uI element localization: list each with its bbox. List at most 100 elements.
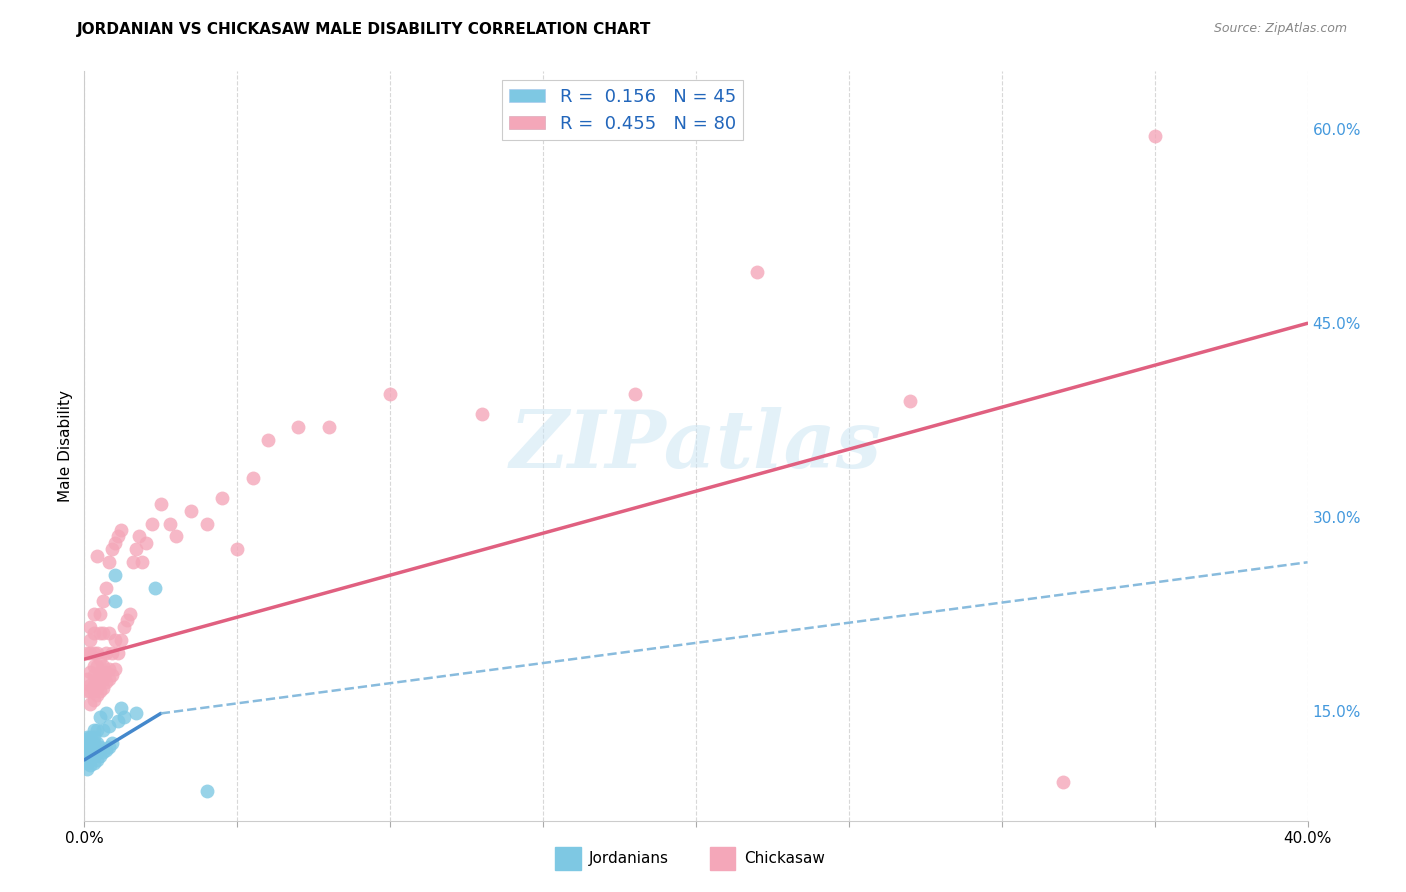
Point xyxy=(76,756,98,770)
Point xyxy=(101,736,124,750)
Point xyxy=(94,665,117,679)
Point xyxy=(141,516,163,531)
Point xyxy=(242,471,264,485)
Point xyxy=(226,542,249,557)
Point xyxy=(131,555,153,569)
Point xyxy=(318,419,340,434)
Point xyxy=(97,555,120,569)
Point xyxy=(76,749,98,764)
Point xyxy=(94,581,117,595)
Point xyxy=(122,555,145,569)
Point xyxy=(79,698,101,712)
Point xyxy=(86,736,108,750)
Point xyxy=(135,536,157,550)
Point xyxy=(110,523,132,537)
Point xyxy=(91,681,114,695)
Point xyxy=(112,620,135,634)
Point xyxy=(79,632,101,647)
Point xyxy=(104,594,127,608)
Point xyxy=(79,753,101,767)
Point xyxy=(91,658,114,673)
Point xyxy=(89,684,111,698)
Point xyxy=(110,632,132,647)
Point xyxy=(110,701,132,715)
Point xyxy=(107,714,129,728)
Point xyxy=(79,665,101,679)
Point xyxy=(91,626,114,640)
Point xyxy=(83,684,105,698)
Point xyxy=(125,542,148,557)
Text: ZIPatlas: ZIPatlas xyxy=(510,408,882,484)
Point xyxy=(1052,775,1074,789)
Point xyxy=(89,607,111,621)
Point xyxy=(125,706,148,721)
Point xyxy=(76,672,98,686)
Text: JORDANIAN VS CHICKASAW MALE DISABILITY CORRELATION CHART: JORDANIAN VS CHICKASAW MALE DISABILITY C… xyxy=(77,22,652,37)
Point xyxy=(83,667,105,681)
Point xyxy=(97,672,120,686)
Point xyxy=(89,710,111,724)
Point xyxy=(83,626,105,640)
Point xyxy=(83,607,105,621)
Point xyxy=(79,736,101,750)
Text: Chickasaw: Chickasaw xyxy=(744,851,825,866)
Point xyxy=(83,756,105,770)
Point xyxy=(86,646,108,660)
Point xyxy=(112,710,135,724)
Point xyxy=(91,672,114,686)
Legend: R =  0.156   N = 45, R =  0.455   N = 80: R = 0.156 N = 45, R = 0.455 N = 80 xyxy=(502,80,744,140)
Point xyxy=(898,393,921,408)
Point xyxy=(86,753,108,767)
Point xyxy=(79,739,101,754)
Point xyxy=(76,753,98,767)
Point xyxy=(83,658,105,673)
Point xyxy=(83,646,105,660)
Text: Jordanians: Jordanians xyxy=(589,851,669,866)
Point xyxy=(89,675,111,690)
Point xyxy=(94,675,117,690)
Point xyxy=(104,536,127,550)
Point xyxy=(79,684,101,698)
Point xyxy=(128,529,150,543)
Point xyxy=(79,758,101,772)
Point xyxy=(91,594,114,608)
Y-axis label: Male Disability: Male Disability xyxy=(58,390,73,502)
Point xyxy=(97,719,120,733)
Point xyxy=(120,607,142,621)
Point xyxy=(76,646,98,660)
Point xyxy=(104,663,127,677)
Point xyxy=(79,730,101,744)
Point xyxy=(94,742,117,756)
Point xyxy=(211,491,233,505)
Point xyxy=(107,529,129,543)
Point xyxy=(149,497,172,511)
Point xyxy=(89,749,111,764)
Point xyxy=(180,503,202,517)
Point xyxy=(97,626,120,640)
Point xyxy=(79,678,101,692)
Point xyxy=(101,667,124,681)
Point xyxy=(86,658,108,673)
Point xyxy=(94,706,117,721)
Point xyxy=(624,387,647,401)
Point xyxy=(143,581,166,595)
Point xyxy=(104,568,127,582)
Point xyxy=(76,762,98,776)
Point xyxy=(83,742,105,756)
Point xyxy=(86,672,108,686)
Point xyxy=(287,419,309,434)
Point xyxy=(89,665,111,679)
Point xyxy=(83,723,105,738)
Point xyxy=(91,745,114,759)
Point xyxy=(380,387,402,401)
Point xyxy=(76,736,98,750)
Point xyxy=(101,542,124,557)
Point xyxy=(83,678,105,692)
Point xyxy=(159,516,181,531)
Point xyxy=(97,663,120,677)
Point xyxy=(86,549,108,563)
Point xyxy=(257,433,280,447)
Point xyxy=(83,749,105,764)
Point xyxy=(79,749,101,764)
Point xyxy=(195,516,218,531)
